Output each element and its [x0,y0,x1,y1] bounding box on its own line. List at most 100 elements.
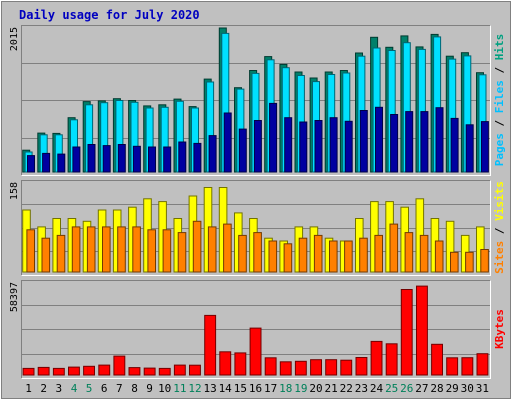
panel-border-light [21,25,491,176]
day-label: 28 [430,382,443,395]
bar-pages-day-23 [359,110,368,173]
bar-sites-day-20 [313,234,323,273]
bar-pages-day-25 [390,114,399,173]
bar-sites-day-29 [450,251,459,273]
bar-pages-day-19 [299,121,308,173]
bar-kbytes-day-2 [37,366,50,376]
bar-sites-day-3 [56,234,66,273]
day-label: 6 [101,382,108,395]
bar-kbytes-day-20 [310,359,323,376]
panel-border-shadow [21,180,491,276]
legend-part: Visits [493,181,506,221]
day-label: 10 [158,382,171,395]
day-label: 21 [324,382,337,395]
bar-sites-day-11 [177,232,187,273]
bar-sites-day-1 [26,229,35,273]
legend-part: Hits [493,34,506,61]
bar-pages-day-27 [420,111,429,173]
bar-sites-day-18 [283,243,293,273]
bar-sites-day-16 [253,232,262,273]
bar-pages-day-31 [480,121,489,173]
bar-pages-day-18 [284,117,293,173]
bar-sites-day-21 [329,240,338,273]
legend-part: / [493,221,506,241]
day-axis: 1 2 3 4 5 6 7 8 9 10 11 12 13 14 15 16 17 18 19 20 21 22 23 24 2… [25,382,489,395]
bar-kbytes-day-5 [83,365,95,376]
bar-kbytes-day-9 [143,367,156,376]
bar-sites-day-5 [86,226,96,273]
bar-pages-day-24 [375,106,383,173]
bar-pages-day-26 [405,111,414,173]
day-label: 27 [415,382,428,395]
bar-kbytes-day-28 [431,343,444,376]
bar-pages-day-7 [117,144,126,173]
day-label: 29 [446,382,459,395]
bar-pages-day-14 [223,112,232,173]
panel-max-label: 58397 [9,282,20,312]
bar-kbytes-day-8 [128,367,141,376]
bar-kbytes-day-25 [385,343,398,376]
bar-sites-day-27 [419,234,429,273]
day-label: 17 [264,382,277,395]
bar-kbytes-day-16 [249,327,262,376]
day-label: 2 [40,382,47,395]
panel-legend-label: Pages / Files / Hits [493,34,506,167]
bar-sites-day-9 [147,229,156,273]
bar-pages-day-29 [450,117,459,173]
chart-title: Daily usage for July 2020 [19,8,200,22]
bar-sites-day-12 [192,220,202,273]
panel-border-light [21,280,491,379]
panel-border-light [21,180,491,276]
bar-sites-day-2 [41,237,51,273]
bar-sites-day-14 [223,223,232,273]
day-label: 22 [340,382,353,395]
bar-pages-day-5 [87,144,96,173]
bar-pages-day-4 [72,146,81,173]
bar-sites-day-13 [207,226,217,273]
bar-pages-day-30 [465,124,474,173]
bar-kbytes-day-11 [173,364,186,376]
bar-kbytes-day-3 [52,367,65,376]
bar-kbytes-day-13 [204,314,217,376]
day-label: 24 [370,382,384,395]
bar-kbytes-day-26 [400,289,413,376]
bar-pages-day-15 [238,128,247,173]
day-label: 19 [294,382,307,395]
bar-pages-day-6 [102,145,111,173]
bar-pages-day-1 [27,155,35,173]
bar-kbytes-day-27 [416,285,428,376]
bar-sites-day-22 [344,240,353,273]
day-label: 12 [188,382,201,395]
bar-pages-day-20 [314,120,323,173]
bar-sites-day-25 [389,223,399,273]
panel-max-label: 158 [9,182,20,200]
bar-pages-day-8 [132,145,141,173]
bar-kbytes-day-18 [279,361,292,376]
day-label: 26 [400,382,413,395]
panel-legend-label: KBytes [493,309,506,349]
legend-part: / [493,60,506,80]
bar-sites-day-30 [465,251,474,273]
bar-sites-day-19 [298,237,308,273]
bar-sites-day-24 [374,234,383,273]
day-label: 30 [461,382,474,395]
series-pages [27,102,489,173]
bar-kbytes-day-12 [189,364,201,376]
bar-sites-day-10 [162,229,172,273]
bar-sites-day-6 [102,226,111,273]
legend-part: / [493,113,506,133]
bar-kbytes-day-7 [113,355,126,376]
day-label: 11 [173,382,186,395]
day-label: 16 [249,382,262,395]
bar-kbytes-day-22 [340,359,353,376]
bar-sites-day-15 [238,234,247,273]
day-label: 5 [86,382,93,395]
day-label: 23 [355,382,368,395]
series-kbytes [22,285,489,376]
legend-part: KBytes [493,309,506,349]
bar-kbytes-day-29 [446,357,459,376]
panel-visits-sites: 158 Sites / Visits [9,180,506,276]
bar-pages-day-12 [193,142,202,173]
bar-pages-day-28 [435,107,444,173]
